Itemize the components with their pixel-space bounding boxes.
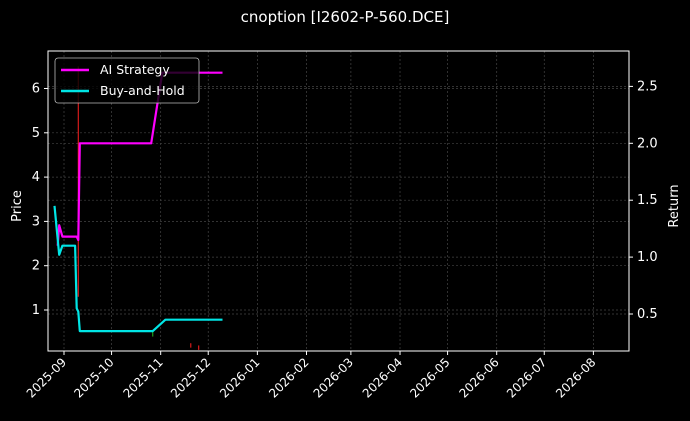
x-tick-label: 2026-01 [217,355,262,400]
chart-title: cnoption [I2602-P-560.DCE] [240,8,450,26]
y-right-tick-label: 1.5 [637,193,658,208]
y-right-tick-label: 0.5 [637,307,658,322]
y-left-tick-label: 2 [32,259,40,274]
legend: AI Strategy Buy-and-Hold [54,57,200,104]
y-axis-label-price: Price [10,190,25,222]
legend-label: Buy-and-Hold [100,83,185,98]
y-right-tick-label: 2.5 [637,79,658,94]
y-axis-left: 1 2 3 4 5 6 [32,82,48,318]
y-left-tick-label: 5 [32,126,40,141]
y-right-tick-label: 1.0 [637,250,658,265]
x-tick-label: 2026-03 [311,355,356,400]
x-tick-label: 2026-08 [553,355,598,400]
y-left-tick-label: 3 [32,214,40,229]
series-lines [53,71,223,333]
x-tick-label: 2025-09 [24,355,69,400]
y-axis-right: 0.5 1.0 1.5 2.0 2.5 [629,79,658,322]
x-tick-label: 2026-06 [456,355,501,400]
x-tick-label: 2025-12 [168,355,213,400]
legend-box [54,57,200,104]
y-left-tick-label: 6 [32,82,40,97]
y-left-tick-label: 1 [32,303,40,318]
legend-label: AI Strategy [100,62,170,77]
y-axis-label-return: Return [667,184,682,227]
x-tick-label: 2026-05 [407,355,452,400]
plot-frame [47,50,630,352]
x-axis: 2025-09 2025-10 2025-11 2025-12 2026-01 2026-… [24,351,599,401]
y-left-tick-label: 4 [32,170,40,185]
x-tick-label: 2026-07 [504,355,549,400]
x-tick-label: 2025-10 [71,355,116,400]
x-tick-label: 2025-11 [120,355,165,400]
grid-lines [48,51,629,351]
price-candles [77,66,200,350]
x-tick-label: 2026-02 [266,355,311,400]
x-tick-label: 2026-04 [360,355,405,400]
series-line [53,205,223,333]
y-right-tick-label: 2.0 [637,136,658,151]
